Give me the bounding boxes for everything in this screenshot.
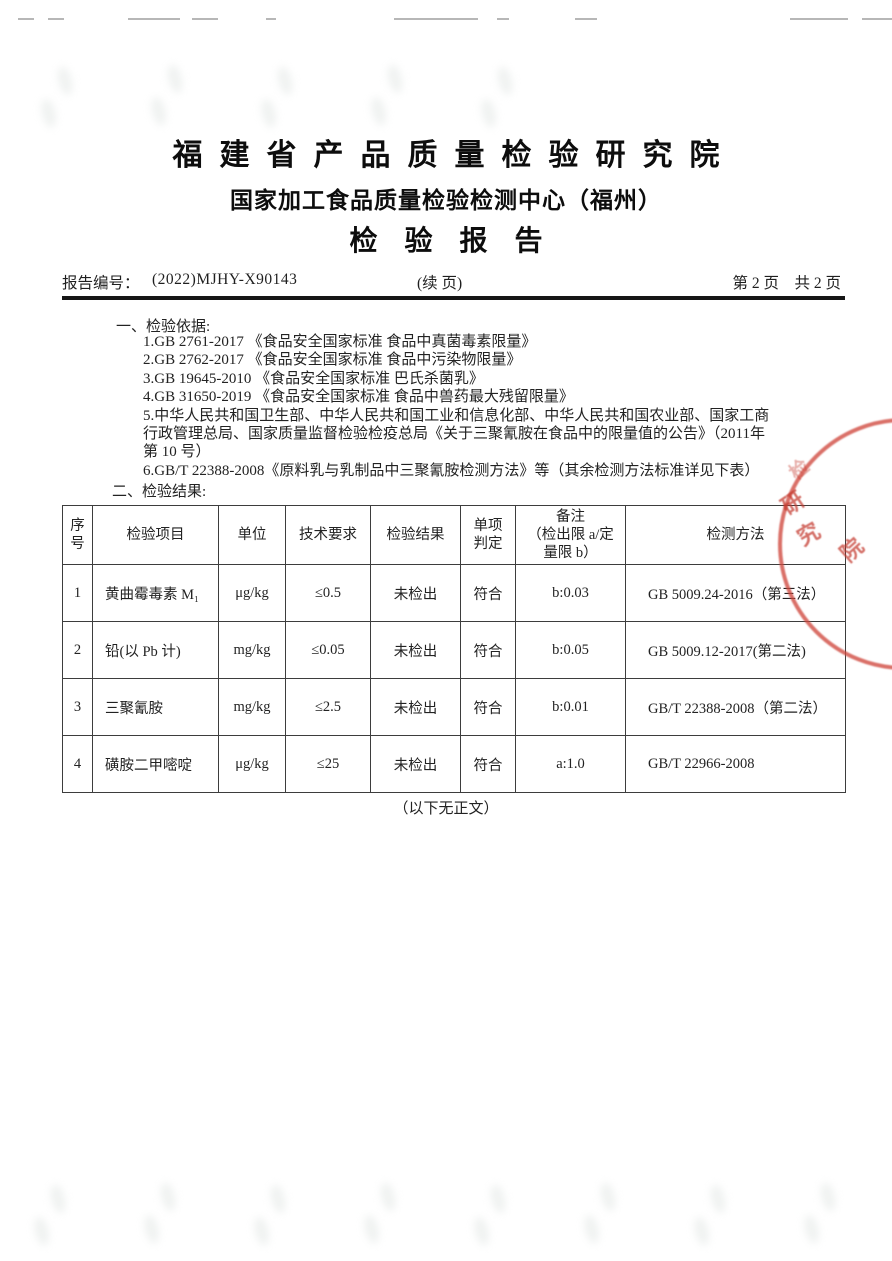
cell-judgement: 符合: [460, 564, 516, 622]
scan-artifact-line: [575, 18, 597, 20]
cell-remark: a:1.0: [515, 735, 626, 793]
scan-artifact-line: [192, 18, 218, 20]
cell-judgement: 符合: [460, 621, 516, 679]
cell-requirement: ≤25: [285, 735, 371, 793]
cell-judgement: 符合: [460, 678, 516, 736]
col-header-judgement: 单项 判定: [460, 505, 516, 565]
cell-seq: 1: [62, 564, 93, 622]
col-header-seq: 序 号: [62, 505, 93, 565]
cell-method: GB/T 22966-2008: [625, 735, 846, 793]
report-no-value: (2022)MJHY-X90143: [152, 271, 298, 288]
ghost-bleedthrough: [10, 1171, 92, 1257]
ghost-bleedthrough: [17, 53, 99, 139]
table-row: 1 黄曲霉毒素 M₁ μg/kg ≤0.5 未检出 符合 b:0.03 GB 5…: [62, 564, 846, 622]
cell-unit: μg/kg: [218, 735, 286, 793]
cell-item: 三聚氰胺: [92, 678, 219, 736]
cell-requirement: ≤0.5: [285, 564, 371, 622]
ghost-bleedthrough: [560, 1169, 642, 1255]
basis-list: 1.GB 2761-2017 《食品安全国家标准 食品中真菌毒素限量》 2.GB…: [143, 333, 771, 480]
ghost-bleedthrough: [780, 1169, 862, 1255]
ghost-bleedthrough: [120, 1169, 202, 1255]
ghost-bleedthrough: [340, 1169, 422, 1255]
results-table: 序 号 检验项目 单位 技术要求 检验结果 单项 判定 备注 （检出限 a/定 …: [62, 505, 846, 793]
seal-character: 检: [785, 455, 814, 485]
col-header-item: 检验项目: [92, 505, 219, 565]
ghost-bleedthrough: [457, 53, 539, 139]
continuation-page-label: (续 页): [417, 275, 463, 292]
scan-artifact-line: [394, 18, 478, 20]
ghost-bleedthrough: [670, 1171, 752, 1257]
cell-requirement: ≤0.05: [285, 621, 371, 679]
table-row: 3 三聚氰胺 mg/kg ≤2.5 未检出 符合 b:0.01 GB/T 223…: [62, 678, 846, 736]
scan-artifact-line: [18, 18, 34, 20]
table-row: 4 磺胺二甲嘧啶 μg/kg ≤25 未检出 符合 a:1.0 GB/T 229…: [62, 735, 846, 793]
basis-section-heading: 一、检验依据:: [116, 319, 211, 335]
scan-artifact-line: [862, 18, 892, 20]
cell-remark: b:0.05: [515, 621, 626, 679]
cell-item: 磺胺二甲嘧啶: [92, 735, 219, 793]
page-number-info: 第 2 页 共 2 页: [732, 275, 841, 292]
report-no-label: 报告编号：: [62, 275, 140, 292]
ghost-bleedthrough: [237, 53, 319, 139]
scan-artifact-line: [790, 18, 848, 20]
cell-seq: 3: [62, 678, 93, 736]
cell-method: GB/T 22388-2008（第二法）: [625, 678, 846, 736]
ghost-bleedthrough: [230, 1171, 312, 1257]
basis-item: 4.GB 31650-2019 《食品安全国家标准 食品中兽药最大残留限量》: [143, 389, 574, 406]
report-title: 检验报告: [349, 226, 570, 257]
center-subtitle: 国家加工食品质量检验检测中心（福州）: [230, 188, 662, 213]
header-divider-rule: [62, 296, 845, 300]
basis-item: 3.GB 19645-2010 《食品安全国家标准 巴氏杀菌乳》: [143, 370, 484, 387]
col-header-result: 检验结果: [370, 505, 461, 565]
cell-item: 铅(以 Pb 计): [92, 621, 219, 679]
scan-artifact-line: [266, 18, 276, 20]
cell-unit: mg/kg: [218, 678, 286, 736]
ghost-bleedthrough: [127, 51, 209, 137]
cell-result: 未检出: [370, 564, 461, 622]
ghost-bleedthrough: [450, 1171, 532, 1257]
col-header-requirement: 技术要求: [285, 505, 371, 565]
table-row: 2 铅(以 Pb 计) mg/kg ≤0.05 未检出 符合 b:0.05 GB…: [62, 621, 846, 679]
report-meta-row: 报告编号： (2022)MJHY-X90143 (续 页) 第 2 页 共 2 …: [62, 271, 845, 295]
cell-item: 黄曲霉毒素 M₁: [92, 564, 219, 622]
results-table-wrap: 序 号 检验项目 单位 技术要求 检验结果 单项 判定 备注 （检出限 a/定 …: [62, 505, 846, 793]
cell-unit: μg/kg: [218, 564, 286, 622]
cell-method: GB 5009.12-2017(第二法): [625, 621, 846, 679]
basis-item: 2.GB 2762-2017 《食品安全国家标准 食品中污染物限量》: [143, 352, 522, 369]
cell-judgement: 符合: [460, 735, 516, 793]
cell-remark: b:0.01: [515, 678, 626, 736]
col-header-unit: 单位: [218, 505, 286, 565]
institute-title: 福建省产品质量检验研究院: [172, 139, 737, 172]
cell-unit: mg/kg: [218, 621, 286, 679]
cell-seq: 2: [62, 621, 93, 679]
cell-method: GB 5009.24-2016（第三法）: [625, 564, 846, 622]
basis-item: 1.GB 2761-2017 《食品安全国家标准 食品中真菌毒素限量》: [143, 334, 537, 350]
scan-artifact-line: [497, 18, 509, 20]
cell-seq: 4: [62, 735, 93, 793]
result-section-heading: 二、检验结果:: [112, 484, 207, 500]
basis-item: 5.中华人民共和国卫生部、中华人民共和国工业和信息化部、中华人民共和国农业部、国…: [143, 407, 770, 461]
table-header-row: 序 号 检验项目 单位 技术要求 检验结果 单项 判定 备注 （检出限 a/定 …: [62, 505, 846, 565]
col-header-remark: 备注 （检出限 a/定 量限 b）: [515, 505, 626, 565]
scan-artifact-line: [48, 18, 64, 20]
cell-requirement: ≤2.5: [285, 678, 371, 736]
end-of-text-note: （以下无正文）: [393, 801, 499, 817]
ghost-bleedthrough: [347, 51, 429, 137]
cell-remark: b:0.03: [515, 564, 626, 622]
cell-result: 未检出: [370, 735, 461, 793]
scan-artifact-line: [128, 18, 180, 20]
basis-item: 6.GB/T 22388-2008《原料乳与乳制品中三聚氰胺检测方法》等（其余检…: [143, 462, 760, 479]
cell-result: 未检出: [370, 621, 461, 679]
cell-result: 未检出: [370, 678, 461, 736]
col-header-method: 检测方法: [625, 505, 846, 565]
